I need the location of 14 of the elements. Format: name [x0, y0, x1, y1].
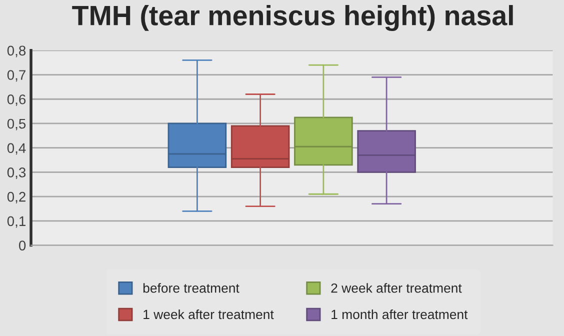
y-tick-label: 0,8 — [7, 46, 26, 58]
y-tick-label: 0,6 — [7, 94, 26, 106]
y-tick-label: 0,1 — [7, 216, 26, 228]
legend-label: 2 week after treatment — [331, 283, 462, 293]
legend-label: 1 month after treatment — [332, 309, 468, 320]
legend-label: 1 week after treatment — [144, 309, 274, 320]
y-tick-label: 0,4 — [7, 143, 26, 155]
y-tick-label: 0,7 — [7, 70, 26, 82]
y-tick-label: 0,5 — [7, 118, 26, 130]
y-tick-label: 0,2 — [7, 192, 26, 204]
y-tick-label: 0,3 — [7, 168, 26, 180]
legend-label: before treatment — [143, 283, 240, 293]
y-tick-label: 0 — [18, 240, 26, 250]
chart-title: TMH (tear meniscus height) nasal — [72, 5, 513, 32]
